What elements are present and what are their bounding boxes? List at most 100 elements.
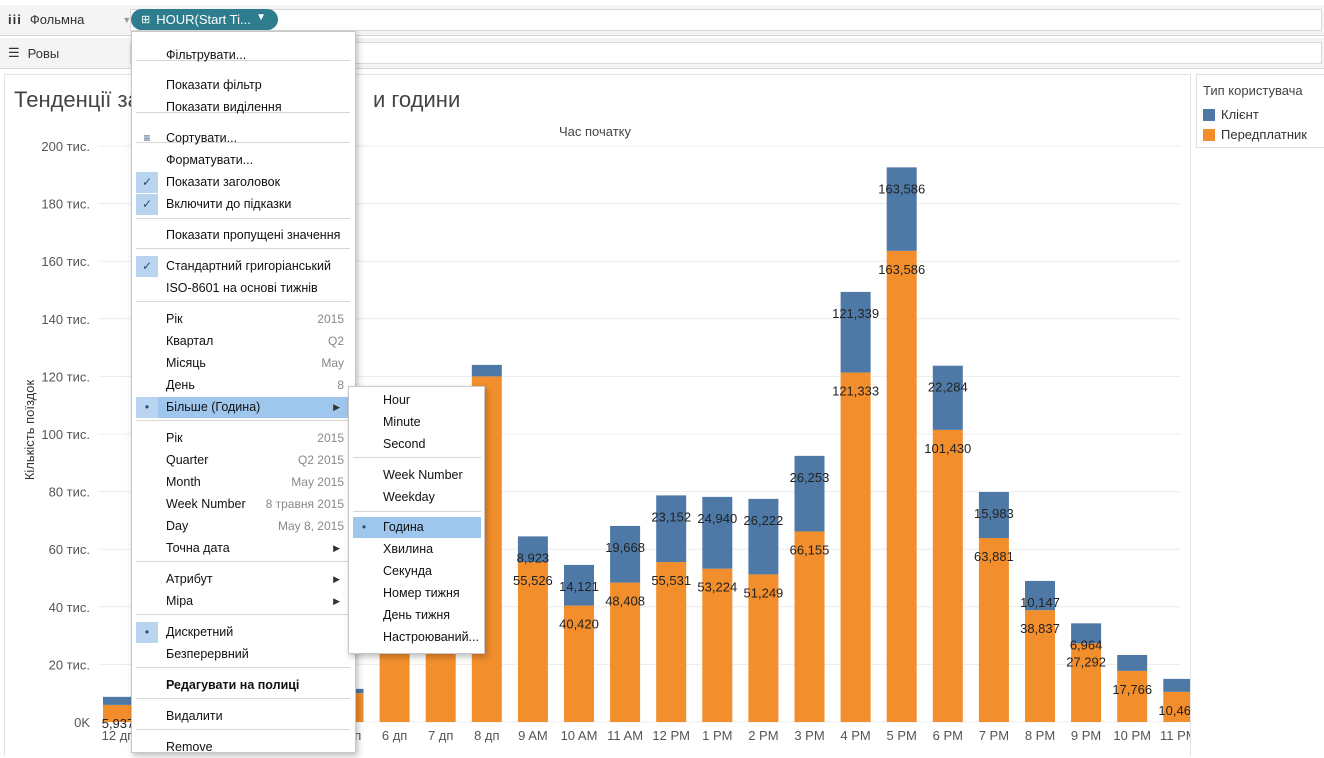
x-tick-label: 12 дп [102,728,135,743]
data-label: 22,284 [928,380,968,395]
bar-segment [702,496,733,569]
rows-icon: ☰ [8,45,20,60]
menu-item[interactable]: • Більше (Година) ▶ [136,397,350,418]
data-label: 6,964 [1070,637,1103,652]
y-axis-label: Кількість поїздок [22,380,37,481]
columns-drop-area[interactable] [130,9,1322,31]
menu-item-label: Включити до підказки [166,197,292,211]
chevron-down-icon[interactable]: ▼ [122,14,132,25]
menu-separator [353,457,481,458]
menu-item-label: Month [166,475,201,489]
menu-item-label: Week Number [166,497,246,511]
menu-item[interactable]: Редагувати на полиці [136,675,350,696]
bar-segment [517,562,548,722]
menu-item[interactable]: Фільтрувати... [136,45,350,66]
menu-item[interactable]: Форматувати... [136,150,350,171]
menu-item-label: Показати заголовок [166,175,281,189]
menu-item[interactable]: Quarter Q2 2015 [136,450,350,471]
rows-drop-area[interactable] [130,42,1322,64]
data-label: 10,469 [1158,703,1190,718]
submenu-item-label: Номер тижня [383,586,460,600]
x-tick-label: 11 AM [607,728,643,743]
bar-segment [610,525,641,583]
bar-segment [702,568,733,722]
x-tick-label: 9 PM [1071,728,1101,743]
submenu-arrow-icon: ▶ [333,543,340,553]
submenu-item[interactable]: День тижня [353,605,481,626]
data-label: 53,224 [697,580,737,595]
menu-item-label: Міра [166,594,194,608]
menu-item[interactable]: Місяць May [136,353,350,374]
submenu-item[interactable]: Настроюваний... [353,627,481,648]
menu-item[interactable]: Квартал Q2 [136,331,350,352]
menu-item-label: Безперервний [166,647,249,661]
submenu-item[interactable]: Номер тижня [353,583,481,604]
chevron-down-icon[interactable]: ▼ [256,12,266,23]
submenu-item[interactable]: Week Number [353,465,481,486]
menu-item[interactable]: Безперервний [136,644,350,665]
x-tick-label: 12 PM [652,728,690,743]
submenu-item[interactable]: Weekday [353,487,481,508]
menu-item[interactable]: Remove [136,737,350,758]
submenu-item[interactable]: • Година [353,517,481,538]
menu-item-value: 2015 [317,431,344,445]
submenu-item[interactable]: Hour [353,390,481,411]
menu-item[interactable]: ISO-8601 на основі тижнів [136,278,350,299]
menu-item-label: Day [166,519,189,533]
menu-item[interactable]: • Дискретний [136,622,350,643]
menu-item[interactable]: Month May 2015 [136,472,350,493]
pill-context-menu: Фільтрувати... Показати фільтр Показати ви… [131,31,356,754]
submenu-item[interactable]: Хвилина [353,539,481,560]
x-tick-label: 6 дп [382,728,407,743]
data-label: 55,531 [651,573,691,588]
menu-item[interactable]: Точна дата ▶ [136,538,350,559]
menu-item[interactable]: Видалити [136,706,350,727]
data-label: 121,339 [832,306,879,321]
bar-segment [610,582,641,722]
submenu-arrow-icon: ▶ [333,596,340,606]
menu-item[interactable]: Показати пропущені значення [136,225,350,246]
legend-item-subscriber[interactable]: Передплатник [1203,127,1307,142]
data-label: 101,430 [924,441,971,456]
menu-separator [136,248,350,249]
y-tick-label: 100 тис. [41,427,90,442]
y-tick-label: 120 тис. [41,369,90,384]
data-label: 26,253 [790,470,830,485]
menu-item[interactable]: ✓ Показати заголовок [136,172,350,193]
submenu-item[interactable]: Minute [353,412,481,433]
y-tick-label: 60 тис. [49,542,90,557]
menu-item[interactable]: Атрибут ▶ [136,569,350,590]
menu-item[interactable]: ✓ Стандартний григоріанський [136,256,350,277]
data-label: 8,923 [517,550,550,565]
menu-item[interactable]: ≡ Сортувати... [136,128,350,149]
legend-item-client[interactable]: Клієнт [1203,107,1259,122]
menu-item[interactable]: Рік 2015 [136,428,350,449]
menu-item-label: Редагувати на полиці [166,678,300,692]
bar-segment [978,538,1009,722]
check-icon: ✓ [136,194,158,215]
hour-start-time-pill[interactable]: ⊞ HOUR(Start Ti... ▼ [131,9,278,30]
x-tick-label: 8 дп [474,728,499,743]
menu-item[interactable]: Day May 8, 2015 [136,516,350,537]
submenu-item-label: Настроюваний... [383,630,479,644]
menu-item-label: Форматувати... [166,153,254,167]
menu-item-value: 2015 [317,312,344,326]
submenu-item[interactable]: Секунда [353,561,481,582]
menu-item[interactable]: День 8 [136,375,350,396]
menu-item[interactable]: Показати фільтр [136,75,350,96]
menu-item[interactable]: Week Number 8 травня 2015 [136,494,350,515]
menu-item[interactable]: Рік 2015 [136,309,350,330]
menu-item-label: Дискретний [166,625,234,639]
data-label: 38,837 [1020,621,1060,636]
bar-segment [1163,678,1190,692]
submenu-item[interactable]: Second [353,434,481,455]
menu-item[interactable]: Міра ▶ [136,591,350,612]
check-icon: ✓ [136,172,158,193]
y-tick-label: 80 тис. [49,485,90,500]
rows-shelf-label: ☰ Ровы [8,45,60,61]
menu-item[interactable]: ✓ Включити до підказки [136,194,350,215]
bar-segment [656,495,687,563]
radio-dot-icon: • [136,397,158,418]
menu-item[interactable]: Показати виділення [136,97,350,118]
x-tick-label: 9 AM [518,728,548,743]
